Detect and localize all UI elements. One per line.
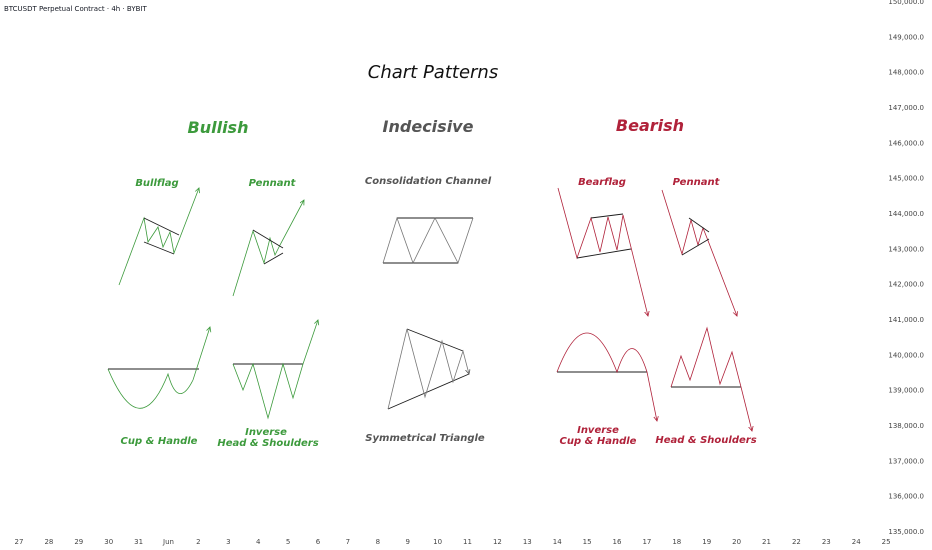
label-ihs-line2: Head & Shoulders [217,438,318,449]
icup-curve [556,332,657,421]
bullflag-lower-line [143,241,175,255]
y-tick-label: 143,000.0 [888,245,924,253]
x-tick-label: 28 [44,538,53,546]
pattern-cup-handle[interactable] [107,327,210,409]
x-tick-label: 17 [642,538,651,546]
x-tick-label: 7 [346,538,350,546]
x-tick-label: 21 [762,538,771,546]
label-ihs-line1: Inverse [245,427,287,438]
bullflag-upper-line [143,217,180,236]
y-tick-label: 139,000.0 [888,387,924,395]
x-tick-label: 8 [376,538,380,546]
x-tick-label: 3 [226,538,230,546]
x-tick-label: 20 [732,538,741,546]
label-icup-line1: Inverse [577,425,619,436]
label-icup-line2: Cup & Handle [560,436,637,447]
pennant-bear-lower [681,238,710,256]
y-tick-label: 138,000.0 [888,422,924,430]
triangle-zigzag [387,328,469,410]
y-tick-label: 136,000.0 [888,493,924,501]
pennant-bear-upper [688,217,710,233]
time-axis[interactable]: 27 28 29 30 31 Jun 2 3 4 5 6 7 8 9 10 11 12 13 14 15 16 17 18 1… [15,538,891,546]
heading-bearish: Bearish [616,116,684,135]
x-tick-label: 10 [433,538,442,546]
heading-bullish: Bullish [188,118,249,137]
x-tick-label: 16 [613,538,622,546]
pattern-consolidation[interactable] [382,216,474,265]
label-sym-triangle: Symmetrical Triangle [365,433,485,444]
y-tick-label: 141,000.0 [888,316,924,324]
y-tick-label: 146,000.0 [888,139,924,147]
label-bearflag: Bearflag [578,177,626,188]
cup-curve [107,327,210,409]
y-tick-label: 148,000.0 [888,69,924,77]
x-tick-label: 24 [852,538,861,546]
price-axis[interactable]: 150,000.0 149,000.0 148,000.0 147,000.0 146,… [888,0,924,536]
label-head-shoulders: Head & Shoulders [655,435,756,446]
pattern-bearflag[interactable] [557,187,648,316]
pattern-pennant-bull[interactable] [232,200,304,297]
channel-zigzag [382,216,474,265]
pennant-bull-lower [263,252,284,265]
y-tick-label: 147,000.0 [888,104,924,112]
symbol-title: BTCUSDT Perpetual Contract · 4h · BYBIT [4,5,147,13]
bullflag-path [118,188,199,286]
x-tick-label: 9 [405,538,409,546]
x-tick-label: 5 [286,538,290,546]
x-tick-label: 27 [15,538,24,546]
label-pennant-bull: Pennant [249,178,297,189]
x-tick-label: 11 [463,538,472,546]
pattern-sym-triangle[interactable] [387,328,470,410]
y-tick-label: 140,000.0 [888,351,924,359]
y-tick-label: 142,000.0 [888,281,924,289]
pattern-pennant-bear[interactable] [661,189,737,316]
hs-path [670,326,752,431]
x-tick-label: 23 [822,538,831,546]
triangle-lower [387,373,470,410]
bearflag-path [557,187,648,316]
x-tick-label: 29 [74,538,83,546]
pattern-bullflag[interactable] [118,188,199,286]
pattern-head-shoulders[interactable] [670,326,752,431]
x-tick-label: 22 [792,538,801,546]
bearflag-upper-line [590,213,624,219]
x-tick-label: 19 [702,538,711,546]
x-tick-label: 12 [493,538,502,546]
x-tick-label: 15 [583,538,592,546]
x-tick-label: 2 [196,538,200,546]
label-cup-handle: Cup & Handle [121,436,198,447]
bearflag-lower-line [576,248,632,259]
label-consolidation: Consolidation Channel [365,176,492,187]
y-tick-label: 144,000.0 [888,210,924,218]
x-tick-label: 18 [672,538,681,546]
y-tick-label: 145,000.0 [888,175,924,183]
y-tick-label: 150,000.0 [888,0,924,6]
x-tick-label: 31 [134,538,143,546]
x-tick-label: 14 [553,538,562,546]
chart-title: Chart Patterns [368,62,498,83]
pattern-ihs[interactable] [232,320,318,420]
triangle-upper [406,328,464,352]
label-bullflag: Bullflag [135,178,178,189]
x-tick-label: 6 [316,538,321,546]
ihs-path [232,320,318,420]
y-tick-label: 137,000.0 [888,457,924,465]
label-pennant-bear: Pennant [673,177,721,188]
heading-indecisive: Indecisive [383,117,474,136]
pennant-bull-path [232,200,304,297]
pennant-bull-upper [252,229,284,249]
x-tick-label: 25 [882,538,891,546]
pennant-bear-path [661,189,737,316]
pattern-inverse-cup[interactable] [556,332,657,421]
x-tick-label: 4 [256,538,261,546]
y-tick-label: 135,000.0 [888,528,924,536]
x-tick-label: Jun [162,538,174,546]
y-tick-label: 149,000.0 [888,33,924,41]
x-tick-label: 30 [104,538,113,546]
x-tick-label: 13 [523,538,532,546]
